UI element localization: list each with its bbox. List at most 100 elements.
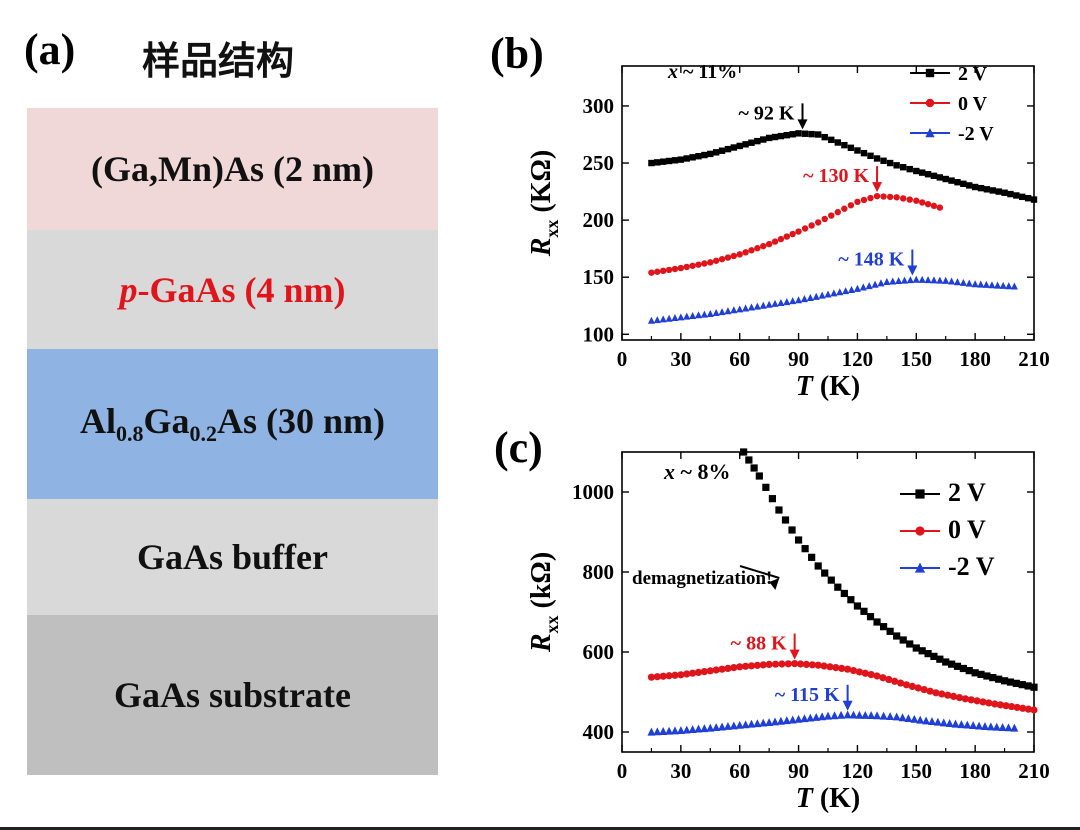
data-point bbox=[818, 712, 827, 721]
data-point bbox=[789, 131, 796, 138]
series-triangle bbox=[647, 710, 1019, 736]
series-triangle bbox=[647, 275, 1018, 324]
data-point bbox=[848, 285, 856, 293]
data-point bbox=[671, 726, 679, 735]
x-tick-label: 150 bbox=[901, 347, 933, 371]
x-tick-label: 60 bbox=[729, 759, 750, 783]
structure-title: 样品结构 bbox=[142, 39, 295, 83]
data-point bbox=[963, 720, 972, 729]
x-tick-label: 0 bbox=[617, 759, 628, 783]
data-point bbox=[841, 205, 848, 212]
data-point bbox=[712, 149, 720, 156]
data-point bbox=[965, 279, 973, 287]
data-point bbox=[860, 607, 868, 615]
data-point bbox=[654, 159, 661, 166]
data-point bbox=[1012, 679, 1020, 687]
data-point bbox=[660, 158, 667, 165]
data-point bbox=[834, 208, 842, 216]
data-point bbox=[748, 247, 755, 254]
data-point bbox=[689, 669, 697, 677]
data-point bbox=[1013, 192, 1020, 199]
data-point bbox=[849, 666, 858, 675]
data-point bbox=[916, 715, 925, 724]
layer-2-label: p-GaAs (4 nm) bbox=[119, 269, 346, 310]
data-point bbox=[1001, 189, 1008, 196]
legend-marker bbox=[925, 127, 935, 138]
data-point bbox=[771, 238, 779, 245]
data-point bbox=[1005, 282, 1013, 290]
data-point bbox=[999, 281, 1007, 289]
annotation-arrowhead bbox=[842, 700, 853, 711]
data-point bbox=[913, 167, 920, 175]
data-point bbox=[677, 156, 685, 163]
layer-5: GaAs substrate bbox=[27, 615, 438, 775]
data-point bbox=[754, 137, 761, 145]
data-point bbox=[853, 284, 861, 292]
data-point bbox=[759, 718, 768, 727]
chart-b-group: 0 30 60 90 120 150 180 210 100 150 200 250 300 T (K) R… bbox=[526, 61, 1050, 402]
data-point bbox=[1000, 677, 1009, 685]
data-point bbox=[930, 276, 938, 284]
data-point bbox=[830, 289, 838, 297]
data-point bbox=[973, 697, 981, 705]
data-point bbox=[647, 727, 656, 736]
data-point bbox=[806, 293, 814, 301]
panel-c-letter: (c) bbox=[494, 423, 543, 472]
data-point bbox=[768, 495, 777, 503]
data-point bbox=[1024, 195, 1032, 202]
data-point bbox=[814, 219, 822, 226]
data-point bbox=[886, 193, 894, 201]
data-point bbox=[759, 661, 767, 669]
data-point bbox=[795, 130, 802, 137]
legend-label: -2 V bbox=[948, 552, 995, 581]
legend-marker bbox=[925, 68, 935, 78]
x-axis-label: T (K) bbox=[796, 371, 861, 402]
data-point bbox=[908, 682, 916, 691]
data-point bbox=[755, 472, 763, 480]
data-point bbox=[924, 171, 932, 178]
data-point bbox=[847, 596, 855, 604]
layer-4-label: GaAs buffer bbox=[137, 537, 328, 577]
series-square bbox=[740, 448, 1038, 691]
layer-3: Al0.8Ga0.2As (30 nm) bbox=[27, 349, 438, 499]
data-point bbox=[906, 196, 913, 203]
data-point bbox=[828, 136, 835, 144]
data-point bbox=[969, 721, 978, 730]
data-point bbox=[913, 197, 920, 204]
annotation-label: ~ 130 K bbox=[803, 165, 869, 187]
data-point bbox=[824, 711, 832, 720]
data-point bbox=[1010, 282, 1018, 290]
layer-5-label: GaAs substrate bbox=[113, 675, 351, 715]
data-point bbox=[995, 188, 1002, 195]
data-point bbox=[808, 661, 816, 669]
data-point bbox=[701, 151, 708, 159]
data-point bbox=[985, 699, 993, 707]
data-point bbox=[942, 175, 949, 183]
data-point bbox=[723, 722, 732, 730]
data-point bbox=[736, 251, 743, 258]
legend-label: 0 V bbox=[958, 93, 988, 115]
data-point bbox=[889, 277, 897, 285]
x-tick-label: 90 bbox=[788, 759, 809, 783]
data-point bbox=[885, 675, 893, 684]
data-point bbox=[695, 152, 702, 160]
data-point bbox=[886, 712, 895, 720]
data-point bbox=[930, 202, 938, 210]
data-point bbox=[724, 664, 732, 673]
data-point bbox=[1007, 190, 1014, 198]
data-point bbox=[986, 722, 995, 731]
data-point bbox=[995, 675, 1003, 683]
data-point bbox=[783, 131, 790, 139]
sample-label: x ~ 11% bbox=[667, 61, 737, 83]
data-point bbox=[814, 661, 822, 669]
data-point bbox=[906, 165, 913, 173]
data-point bbox=[843, 710, 852, 719]
data-point bbox=[742, 662, 750, 670]
data-point bbox=[928, 717, 936, 726]
data-point bbox=[975, 721, 984, 730]
data-point bbox=[800, 714, 809, 723]
legend-label: -2 V bbox=[958, 123, 994, 145]
data-point bbox=[665, 314, 673, 322]
data-point bbox=[932, 689, 940, 697]
data-point bbox=[942, 276, 950, 284]
